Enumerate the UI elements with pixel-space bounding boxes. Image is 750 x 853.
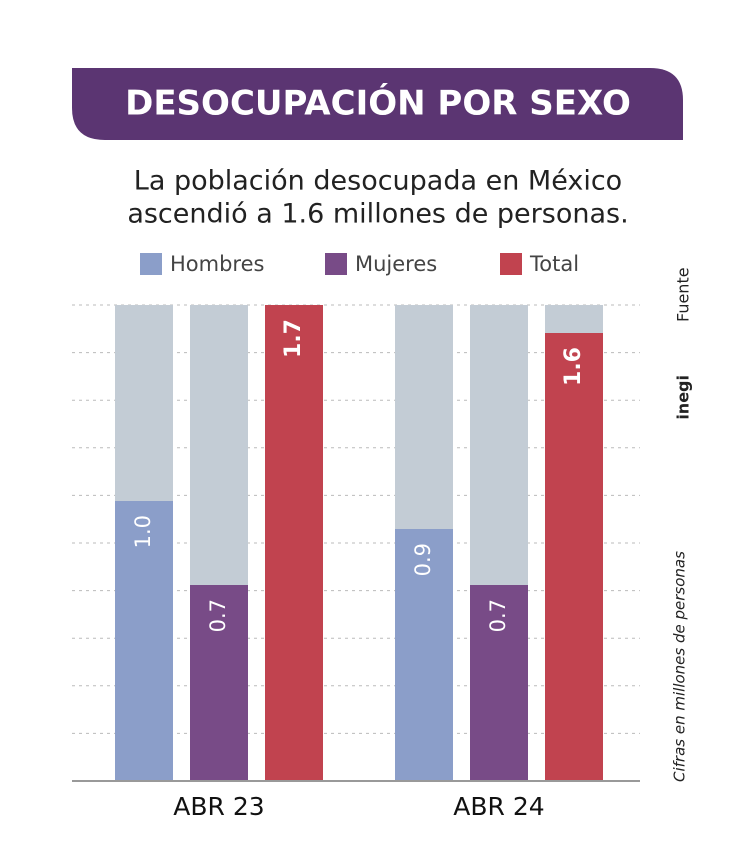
source-label: Fuente [674, 267, 693, 322]
x-tick-label: ABR 24 [453, 792, 544, 821]
chart-title: DESOCUPACIÓN POR SEXO [125, 83, 631, 124]
subtitle: La población desocupada en México [134, 166, 622, 197]
legend-swatch [500, 253, 522, 275]
bar [545, 333, 603, 781]
value-label: 1.7 [281, 319, 306, 358]
title-banner [72, 68, 683, 140]
subtitle: ascendió a 1.6 millones de personas. [127, 199, 628, 230]
value-label: 0.7 [486, 599, 510, 632]
bar [190, 585, 248, 781]
source: inegi [674, 375, 693, 420]
legend-swatch [325, 253, 347, 275]
bar [265, 305, 323, 781]
value-label: 1.6 [561, 347, 586, 386]
value-label: 0.9 [411, 543, 435, 576]
value-label: 0.7 [206, 599, 230, 632]
legend-label: Hombres [170, 252, 264, 276]
legend-label: Total [529, 252, 579, 276]
x-tick-label: ABR 23 [173, 792, 264, 821]
value-label: 1.0 [131, 515, 155, 548]
legend-label: Mujeres [355, 252, 437, 276]
bar [470, 585, 528, 781]
bar [115, 501, 173, 781]
bar [395, 529, 453, 781]
note: Cifras en millones de personas [671, 551, 689, 782]
legend-swatch [140, 253, 162, 275]
